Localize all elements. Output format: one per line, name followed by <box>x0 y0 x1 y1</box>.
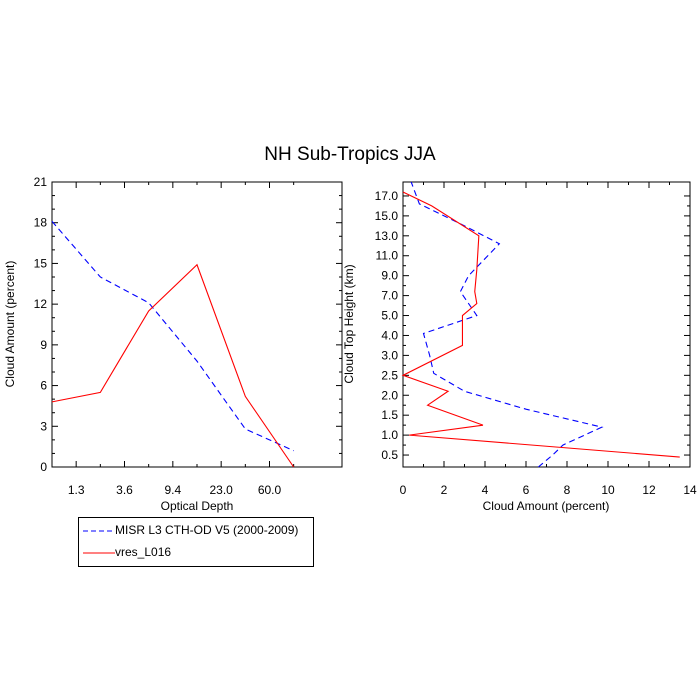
y-tick-label: 18 <box>34 216 48 230</box>
series-line-misr <box>410 181 604 468</box>
y-tick-label: 2.0 <box>381 388 398 402</box>
left-panel: 0 3 6 9 12 15 18 21 1.3 3.6 9.4 23.0 60.0 Optical De… <box>3 175 343 513</box>
x-tick-label: 2 <box>441 483 448 497</box>
y-tick-label: 3.0 <box>381 348 398 362</box>
series-line-vres <box>51 263 295 468</box>
x-tick-label: 10 <box>601 483 615 497</box>
x-tick-label: 3.6 <box>116 483 133 497</box>
legend-swatch-solid <box>83 552 115 554</box>
y-tick-label: 15 <box>34 256 48 270</box>
left-series-lines <box>51 220 295 468</box>
x-tick-label: 14 <box>683 483 697 497</box>
y-tick-label: 3 <box>40 419 47 433</box>
y-tick-label: 11.0 <box>376 249 399 263</box>
x-tick-label: 12 <box>642 483 656 497</box>
legend-label: vres_L016 <box>115 545 172 559</box>
legend-item-misr: MISR L3 CTH-OD V5 (2000-2009) <box>79 520 313 542</box>
x-tick-label: 60.0 <box>258 483 282 497</box>
y-tick-label: 9 <box>40 338 47 352</box>
x-tick-label: 4 <box>482 483 489 497</box>
y-tick-label: 13.0 <box>375 229 399 243</box>
left-plot-frame <box>51 181 343 468</box>
right-y-axis-label: Cloud Top Height (km) <box>342 264 356 383</box>
y-tick-label: 5.0 <box>381 309 398 323</box>
x-tick-label: 8 <box>564 483 571 497</box>
x-tick-label: 6 <box>523 483 530 497</box>
y-tick-label: 15.0 <box>375 209 399 223</box>
series-line-vres <box>401 191 680 458</box>
left-axis-ticks: 0 3 6 9 12 15 18 21 1.3 3.6 9.4 23.0 60.0 <box>34 175 343 497</box>
y-tick-label: 2.5 <box>381 368 398 382</box>
right-plot-frame <box>402 181 691 468</box>
y-tick-label: 7.0 <box>381 289 398 303</box>
y-tick-label: 9.0 <box>381 269 398 283</box>
legend-item-model: vres_L016 <box>79 542 313 564</box>
legend: MISR L3 CTH-OD V5 (2000-2009) vres_L016 <box>78 517 314 567</box>
right-axis-ticks: 0 2 4 6 8 10 12 14 0.5 1.0 1.5 2.0 2.5 3.0 4.0 5.0 7.0 9.… <box>375 182 697 497</box>
x-tick-label: 9.4 <box>164 483 181 497</box>
right-x-axis-label: Cloud Amount (percent) <box>483 499 610 513</box>
left-x-axis-label: Optical Depth <box>161 499 234 513</box>
x-tick-label: 0 <box>400 483 407 497</box>
legend-label: MISR L3 CTH-OD V5 (2000-2009) <box>115 523 299 537</box>
right-panel: 0 2 4 6 8 10 12 14 0.5 1.0 1.5 2.0 2.5 3.0 4.0 5.0 7.0 9.… <box>342 181 697 513</box>
y-tick-label: 17.0 <box>375 189 399 203</box>
legend-swatch-dashed <box>83 530 115 532</box>
y-tick-label: 0.5 <box>381 448 398 462</box>
y-tick-label: 1.5 <box>381 408 398 422</box>
y-tick-label: 4.0 <box>381 328 398 342</box>
left-y-axis-label: Cloud Amount (percent) <box>3 261 17 388</box>
y-tick-label: 12 <box>34 297 48 311</box>
x-tick-label: 23.0 <box>209 483 233 497</box>
y-tick-label: 21 <box>34 175 48 189</box>
y-tick-label: 6 <box>40 379 47 393</box>
y-tick-label: 0 <box>40 460 47 474</box>
y-tick-label: 1.0 <box>381 428 398 442</box>
chart-title: NH Sub-Tropics JJA <box>264 144 436 165</box>
right-series-lines <box>401 181 680 468</box>
series-line-misr <box>51 220 294 452</box>
x-tick-label: 1.3 <box>68 483 85 497</box>
